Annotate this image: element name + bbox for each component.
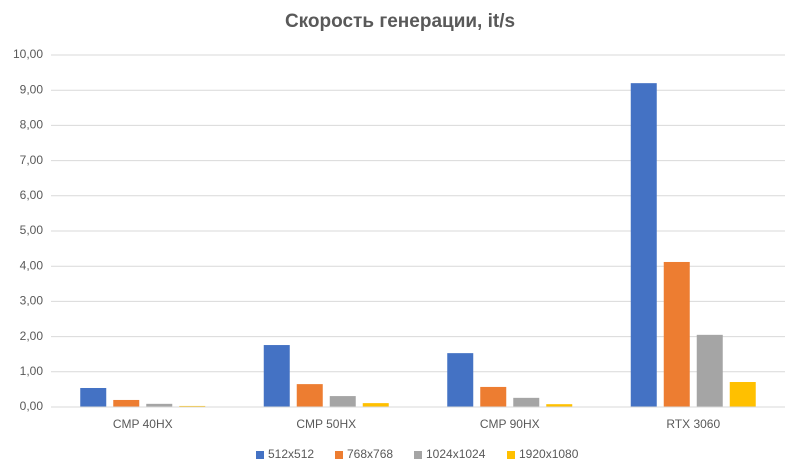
legend-swatch	[335, 451, 343, 459]
bar	[447, 353, 474, 407]
legend-label: 1920x1080	[519, 447, 579, 461]
bar	[696, 334, 723, 407]
bar	[546, 404, 573, 407]
x-tick-label: CMP 90HX	[480, 417, 540, 431]
chart-title: Скорость генерации, it/s	[285, 11, 515, 32]
bar	[513, 397, 540, 407]
legend-label: 768x768	[347, 447, 393, 461]
legend-label: 512x512	[268, 447, 314, 461]
bar	[480, 386, 507, 407]
y-tick-label: 3,00	[20, 294, 44, 308]
bar	[329, 396, 356, 407]
y-tick-label: 4,00	[20, 258, 44, 272]
bar	[296, 384, 323, 407]
x-tick-label: CMP 40HX	[113, 417, 173, 431]
y-tick-label: 6,00	[20, 188, 44, 202]
x-tick-label: RTX 3060	[666, 417, 720, 431]
bar	[362, 403, 389, 407]
legend-swatch	[414, 451, 422, 459]
y-tick-label: 8,00	[20, 118, 44, 132]
y-tick-label: 1,00	[20, 364, 44, 378]
y-tick-label: 0,00	[20, 399, 44, 413]
y-tick-label: 5,00	[20, 223, 44, 237]
bar	[630, 83, 657, 407]
bar	[113, 399, 140, 407]
legend-swatch	[507, 451, 515, 459]
legend-swatch	[256, 451, 264, 459]
bar	[263, 345, 290, 407]
bar	[663, 261, 690, 407]
x-tick-label: CMP 50HX	[296, 417, 356, 431]
y-tick-label: 2,00	[20, 329, 44, 343]
legend-label: 1024x1024	[426, 447, 486, 461]
y-tick-label: 10,00	[13, 47, 43, 61]
bar	[729, 382, 756, 407]
y-tick-label: 9,00	[20, 82, 44, 96]
y-tick-label: 7,00	[20, 153, 44, 167]
bar	[80, 387, 107, 407]
bar	[146, 403, 173, 407]
bar	[179, 405, 206, 407]
